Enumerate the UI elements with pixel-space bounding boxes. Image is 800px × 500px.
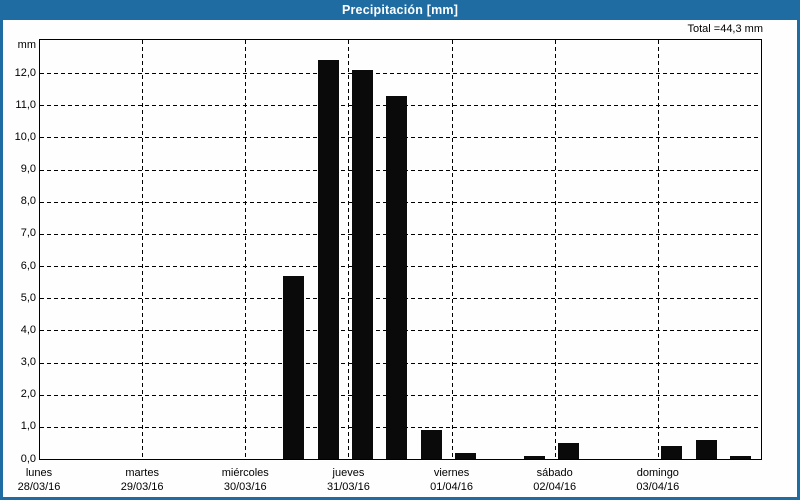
y-tick-label: 9,0	[20, 163, 36, 175]
day-divider	[658, 40, 659, 459]
day-divider	[452, 40, 453, 459]
day-date-label: 03/04/16	[636, 481, 680, 493]
precipitation-bar	[661, 446, 683, 459]
day-name-label: domingo	[636, 467, 679, 479]
precipitation-bar	[420, 430, 442, 459]
day-name-label: viernes	[433, 467, 470, 479]
day-divider	[142, 40, 143, 459]
y-tick-label: 5,0	[20, 291, 36, 304]
y-tick-label: 6,0	[20, 259, 36, 272]
day-date-label: 31/03/16	[327, 481, 370, 493]
window-titlebar: Precipitación [mm]	[0, 0, 800, 20]
precipitation-bar	[730, 456, 752, 459]
precipitation-bar	[386, 96, 408, 459]
day-date-label: 01/04/16	[430, 481, 473, 493]
precipitation-bar	[351, 70, 373, 459]
precipitation-bar	[317, 60, 339, 459]
day-date-label: 29/03/16	[120, 481, 164, 493]
day-name-label: lunes	[25, 467, 53, 479]
precipitation-bar	[558, 443, 580, 459]
y-tick-label: 3,0	[20, 356, 36, 368]
y-tick-label: 12,0	[14, 66, 36, 79]
total-label: Total =44,3 mm	[687, 23, 763, 35]
y-axis-unit-label: mm	[17, 39, 36, 51]
day-divider	[555, 40, 556, 459]
day-date-label: 02/04/16	[533, 481, 577, 493]
window-title: Precipitación [mm]	[341, 3, 459, 17]
y-tick-label: 10,0	[14, 130, 36, 143]
day-name-label: sábado	[536, 467, 573, 479]
day-name-label: martes	[125, 467, 159, 479]
precipitation-bar	[695, 440, 717, 459]
y-tick-label: 7,0	[20, 227, 36, 240]
plot-area	[39, 39, 762, 460]
y-gridline	[40, 73, 761, 74]
y-tick-label: 8,0	[20, 195, 36, 208]
y-tick-label: 0,0	[20, 452, 36, 465]
y-tick-label: 4,0	[20, 323, 36, 336]
y-tick-label: 11,0	[15, 98, 36, 111]
day-divider	[348, 40, 349, 459]
day-divider	[245, 40, 246, 459]
precipitation-bar	[523, 456, 545, 459]
precipitation-bar	[283, 276, 305, 459]
day-date-label: 30/03/16	[223, 481, 267, 493]
precipitation-bar	[455, 453, 477, 459]
day-name-label: miércoles	[221, 467, 269, 479]
y-tick-label: 1,0	[20, 420, 36, 433]
day-date-label: 28/03/16	[17, 481, 61, 493]
day-name-label: jueves	[332, 467, 365, 479]
y-tick-label: 2,0	[20, 388, 36, 401]
